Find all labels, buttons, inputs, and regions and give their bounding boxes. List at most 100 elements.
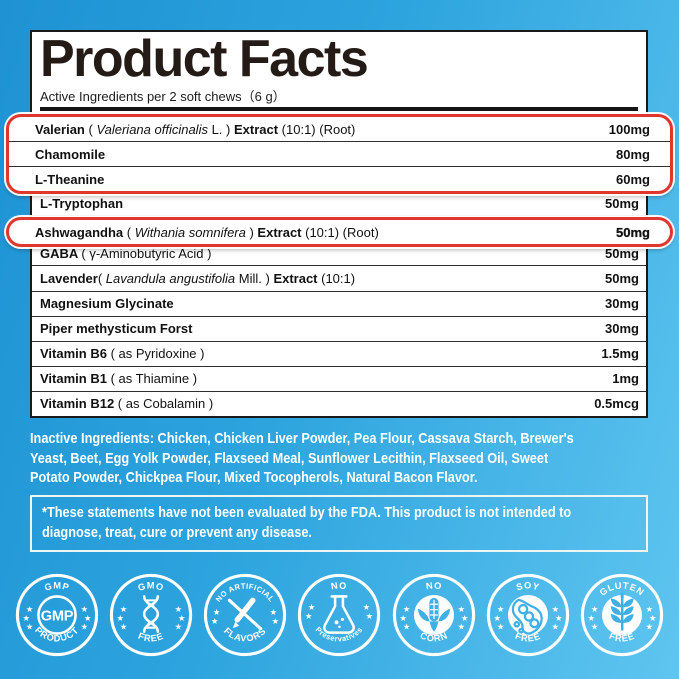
- svg-text:NO: NO: [331, 580, 349, 591]
- ingredient-row: Valerian ( Valeriana officinalis L. ) Ex…: [9, 117, 670, 142]
- svg-text:★: ★: [497, 604, 504, 614]
- svg-text:★: ★: [81, 622, 88, 632]
- badge-row: GMP PRODUCT ★ ★ ★ ★ ★ ★ GMP GMO FREE ★ ★ ★ ★ ★ ★: [14, 572, 665, 658]
- divider-bar: [40, 107, 638, 112]
- wheat-icon: [610, 592, 634, 631]
- ingredient-row: Vitamin B6 ( as Pyridoxine ) 1.5mg: [32, 342, 646, 367]
- ingredient-name: L-Tryptophan: [40, 195, 124, 211]
- disclaimer-line: diagnose, treat, cure or prevent any dis…: [42, 524, 312, 541]
- svg-text:★: ★: [26, 622, 33, 632]
- svg-text:NO ARTIFICIAL: NO ARTIFICIAL: [214, 582, 276, 604]
- svg-text:★: ★: [81, 604, 88, 614]
- ingredient-row: Ashwagandha ( Withania somnifera ) Extra…: [9, 220, 670, 244]
- ingredient-row: L-Tryptophan 50mg: [32, 191, 646, 217]
- soybean-icon: [511, 598, 543, 635]
- ingredient-amount: 30mg: [605, 296, 639, 312]
- badge-stars: ★★ ★★: [305, 602, 373, 621]
- gmp-seal-icon: GMP: [37, 595, 77, 635]
- svg-text:★: ★: [363, 602, 370, 612]
- ingredient-row: Lavender( Lavandula angustifolia Mill. )…: [32, 266, 646, 292]
- svg-text:★: ★: [551, 604, 558, 614]
- svg-text:★: ★: [117, 613, 124, 623]
- corn-icon: [417, 597, 450, 632]
- ingredient-row: Vitamin B12 ( as Cobalamin ) 0.5mcg: [32, 392, 646, 416]
- ingredient-amount: 50mg: [605, 195, 639, 211]
- badge-no-artificial-flavors: NO ARTIFICIAL FLAVORS ★★ ★★: [204, 573, 287, 657]
- badge-ring: [486, 573, 569, 657]
- crossed-pen-icon: [228, 597, 263, 631]
- svg-text:★: ★: [587, 613, 594, 623]
- badge-stars: ★★★ ★★★: [22, 604, 91, 632]
- badge-stars: ★★ ★★: [211, 607, 279, 626]
- svg-text:★: ★: [646, 604, 653, 614]
- svg-text:★: ★: [305, 611, 312, 621]
- badge-bottom-label: FREE: [608, 631, 636, 644]
- svg-text:FREE: FREE: [608, 631, 636, 644]
- flask-icon: [323, 595, 356, 634]
- ingredient-name: Magnesium Glycinate: [40, 296, 174, 312]
- ingredient-name: Ashwagandha ( Withania somnifera ) Extra…: [35, 224, 379, 240]
- ingredient-row: Chamomile 80mg: [9, 142, 670, 167]
- svg-text:★: ★: [591, 604, 598, 614]
- inactive-line: Yeast, Beet, Egg Yolk Powder, Flaxseed M…: [30, 449, 549, 467]
- badge-gmo-free: GMO FREE ★★★ ★★★: [110, 573, 193, 657]
- ingredient-name: Piper methysticum Forst: [40, 321, 193, 337]
- ingredient-name: Chamomile: [35, 146, 106, 162]
- disclaimer-line: *These statements have not been evaluate…: [42, 504, 572, 521]
- badge-ring: [15, 573, 99, 657]
- svg-text:★: ★: [555, 613, 562, 623]
- svg-text:★: ★: [272, 616, 279, 626]
- svg-text:★: ★: [270, 607, 277, 617]
- ingredient-name: GABA ( γ-Aminobutyric Acid ): [40, 245, 212, 261]
- svg-text:★: ★: [403, 622, 410, 632]
- badge-bottom-label: FREE: [514, 631, 542, 644]
- svg-text:FREE: FREE: [137, 631, 165, 644]
- badge-top-label: SOY: [515, 581, 540, 593]
- badge-ring: [204, 573, 287, 657]
- badge-top-label: GMP: [43, 581, 70, 593]
- svg-text:★: ★: [178, 613, 185, 623]
- badge-ring: [392, 573, 475, 657]
- ingredient-amount: 50mg: [605, 245, 639, 261]
- svg-text:★: ★: [493, 613, 500, 623]
- badge-gluten-free: GLUTEN FREE ★★★ ★★★: [580, 573, 664, 657]
- svg-text:★: ★: [649, 613, 656, 623]
- svg-text:★: ★: [591, 622, 598, 632]
- svg-text:★: ★: [646, 622, 653, 632]
- svg-text:★: ★: [497, 622, 504, 632]
- svg-text:★: ★: [22, 613, 29, 623]
- svg-text:★: ★: [213, 607, 220, 617]
- ingredient-name: Lavender( Lavandula angustifolia Mill. )…: [40, 271, 356, 286]
- svg-text:★: ★: [366, 611, 373, 621]
- ingredient-name: L-Theanine: [35, 171, 105, 187]
- svg-text:★: ★: [457, 604, 464, 614]
- badge-stars: ★★★ ★★★: [399, 604, 468, 632]
- svg-text:★: ★: [211, 616, 218, 626]
- badge-no-corn: NO CORN ★★★ ★★★: [392, 573, 475, 657]
- badge-soy-free: SOY FREE ★★★ ★★★: [486, 573, 569, 657]
- ingredient-amount: 1mg: [612, 371, 639, 387]
- svg-text:★: ★: [175, 604, 182, 614]
- badge-ring: [580, 573, 664, 657]
- page-title: Product Facts: [40, 30, 369, 88]
- badge-gmp-product: GMP PRODUCT ★★★ ★★★ GMP: [15, 573, 99, 657]
- svg-text:★: ★: [26, 604, 33, 614]
- svg-text:★: ★: [551, 622, 558, 632]
- svg-text:GMP: GMP: [43, 581, 70, 593]
- svg-text:SOY: SOY: [515, 581, 541, 593]
- ingredient-row: Piper methysticum Forst 30mg: [32, 317, 646, 342]
- fda-disclaimer-box: *These statements have not been evaluate…: [30, 495, 648, 552]
- svg-text:FREE: FREE: [514, 631, 542, 644]
- svg-text:★: ★: [120, 622, 127, 632]
- badge-bottom-label: FREE: [137, 631, 165, 644]
- svg-text:★: ★: [457, 622, 464, 632]
- ingredient-row: Vitamin B1 ( as Thiamine ) 1mg: [32, 367, 646, 392]
- ingredient-name: Vitamin B12 ( as Cobalamin ): [40, 396, 214, 412]
- badge-ring: [110, 573, 193, 657]
- ingredient-row: L-Theanine 60mg: [9, 167, 670, 191]
- ingredient-name: Vitamin B1 ( as Thiamine ): [40, 371, 198, 387]
- ingredient-amount: 60mg: [616, 171, 650, 187]
- ingredient-name: Valerian ( Valeriana officinalis L. ) Ex…: [35, 121, 356, 137]
- badge-stars: ★★★ ★★★: [587, 604, 656, 632]
- inactive-ingredients: Inactive Ingredients: Chicken, Chicken L…: [30, 429, 574, 488]
